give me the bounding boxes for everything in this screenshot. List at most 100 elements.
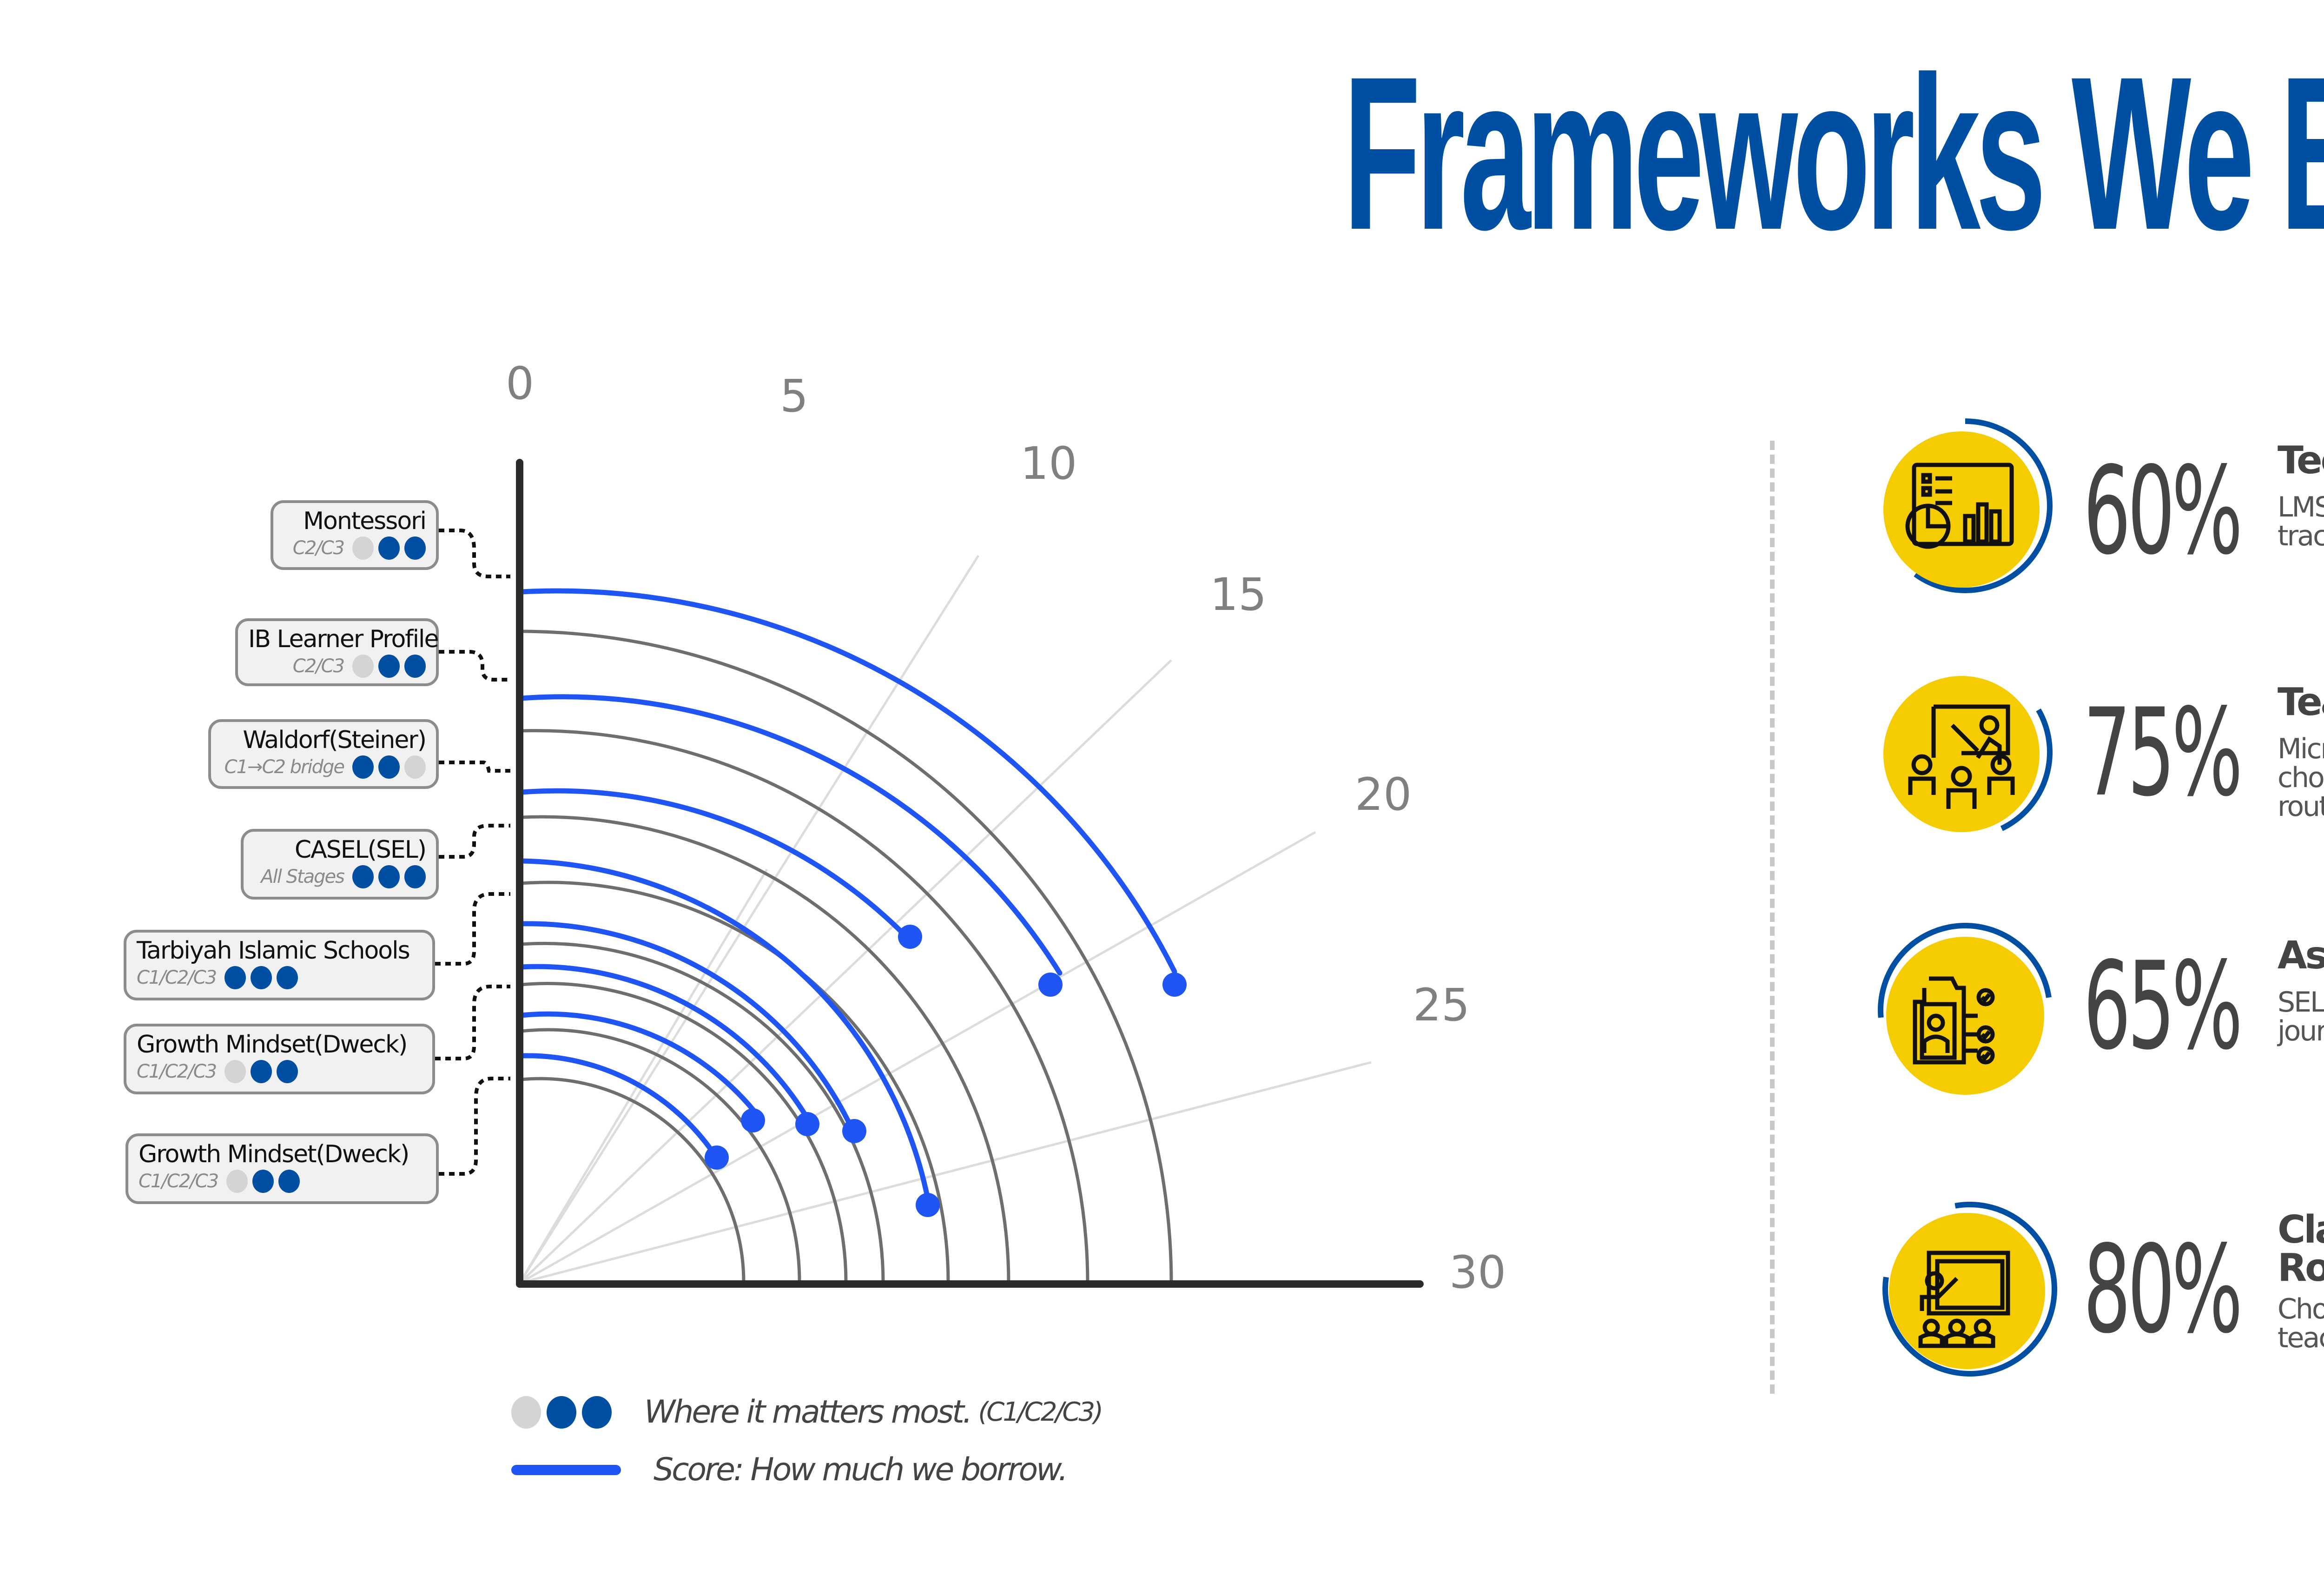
score-arc-montessori[interactable] (519, 588, 1177, 974)
label-growth-mindset-1[interactable]: Growth Mindset(Dweck) C1/C2/C3 (124, 1024, 435, 1094)
card-title: Tech & Dashboards (2278, 438, 2324, 483)
card-desc: Choice, inquiry circles, story-based tea… (2278, 1295, 2324, 1352)
label-waldorf[interactable]: Waldorf(Steiner) C1→C2 bridge (208, 719, 439, 789)
classroom-board-icon (1918, 1251, 2010, 1348)
score-dot-casel[interactable] (916, 1193, 940, 1217)
stage-dot-c1-on (352, 755, 374, 779)
label-tarbiyah[interactable]: Tarbiyah Islamic Schools C1/C2/C3 (124, 930, 435, 1000)
label-stage: C2/C3 (292, 537, 345, 559)
stage-dot-c1-off (226, 1170, 248, 1193)
score-arc-growth-mindset-1[interactable] (519, 964, 809, 1119)
score-dot-ib-learner-profile[interactable] (1038, 973, 1063, 997)
stage-dot-c3-off (404, 755, 426, 779)
label-casel[interactable]: CASEL(SEL) All Stages (241, 829, 439, 900)
page-title: Frameworks We Borrow (1343, 31, 2324, 275)
label-stage: C1/C2/C3 (137, 1061, 217, 1082)
stage-dot-c3-on (404, 865, 426, 888)
stage-dot-c2-on (378, 755, 400, 779)
stage-dot-c1-on (352, 865, 374, 888)
score-arc-waldorf[interactable] (519, 788, 911, 942)
stage-dot-c3-on (404, 536, 426, 560)
legend-dots-label: Where it matters most. (644, 1394, 972, 1430)
tick-20: 20 (1355, 768, 1412, 821)
card-desc-line: teaching, reflective prompts. (2278, 1322, 2324, 1354)
score-dot-montessori[interactable] (1162, 973, 1187, 997)
progress-badge (1878, 923, 2053, 1098)
tick-10: 10 (1020, 437, 1077, 490)
card-title-line: Classroom Methods & (2278, 1208, 2324, 1252)
card-desc: Micro-credentials in Montessori choice, … (2278, 735, 2324, 821)
card-percent: 80% (2083, 1220, 2243, 1360)
stage-dot-c2-on (378, 536, 400, 560)
stage-dot-c1-off (352, 655, 374, 678)
card-desc-line: choice, SEL facilitation, Tarbiyah (2278, 761, 2324, 794)
stat-card-teacher-training: 75% Teacher Training Micro-credentials i… (1859, 665, 2324, 860)
stat-card-assessment-portfolios: 65% Assessment & Portfolios SEL rubrics … (1859, 923, 2324, 1118)
card-percent: 60% (2083, 441, 2243, 582)
label-stage: C1/C2/C3 (137, 967, 217, 988)
score-dot-tarbiyah[interactable] (842, 1119, 866, 1143)
legend-dot-on (582, 1396, 612, 1429)
label-name: Tarbiyah Islamic Schools (137, 937, 410, 965)
label-growth-mindset-2[interactable]: Growth Mindset(Dweck) C1/C2/C3 (125, 1133, 439, 1204)
stage-dot-c1-off (352, 536, 374, 560)
portfolio-checklist-icon (1913, 976, 1995, 1065)
teacher-presentation-icon (1908, 704, 2015, 809)
card-desc-line: Micro-credentials in Montessori (2278, 733, 2324, 765)
stage-dot-c3-on (404, 655, 426, 678)
card-desc-line: Choice, inquiry circles, story-based (2278, 1293, 2324, 1325)
tick-25: 25 (1413, 979, 1470, 1031)
label-name: Montessori (303, 507, 427, 535)
legend-score-line: Score: How much we borrow. (511, 1451, 1068, 1488)
score-dot-waldorf[interactable] (898, 925, 922, 949)
score-arc-casel[interactable] (519, 858, 931, 1201)
legend-dot-on (547, 1396, 576, 1429)
label-ib-learner-profile[interactable]: IB Learner Profile C2/C3 (235, 618, 439, 686)
card-desc-line: trackers, voice-AI practice logs. (2278, 520, 2324, 552)
card-percent: 65% (2083, 936, 2243, 1077)
card-desc: SEL rubrics (CASEL), growth journals, ma… (2278, 988, 2324, 1046)
progress-badge (1882, 1202, 2057, 1377)
label-name: Growth Mindset(Dweck) (139, 1140, 409, 1168)
tick-5: 5 (780, 370, 808, 422)
card-percent: 75% (2083, 683, 2243, 823)
stage-dot-c2-on (252, 1170, 274, 1193)
stage-dot-c3-on (278, 1170, 300, 1193)
card-title: Teacher Training (2278, 680, 2324, 724)
card-desc-line: routines. (2278, 790, 2324, 823)
card-title: Classroom Methods & Routines (2278, 1211, 2324, 1287)
score-endpoints (705, 925, 1187, 1217)
card-desc-line: SEL rubrics (CASEL), growth (2278, 986, 2324, 1019)
tick-15: 15 (1210, 569, 1267, 621)
stage-dot-c2-on (251, 966, 272, 989)
tick-30: 30 (1449, 1246, 1506, 1298)
label-name: Growth Mindset(Dweck) (137, 1031, 408, 1059)
stage-dot-c1-on (224, 966, 246, 989)
score-arc-ib-learner-profile[interactable] (519, 694, 1063, 976)
stage-dot-c3-on (277, 1060, 298, 1083)
axes (516, 459, 1424, 1288)
radial-gridlines (518, 555, 1372, 1284)
label-montessori[interactable]: Montessori C2/C3 (271, 500, 439, 570)
stage-dot-c2-on (378, 865, 400, 888)
score-arc-tarbiyah[interactable] (519, 921, 854, 1131)
card-desc-line: journals, mastery evidence. (2278, 1015, 2324, 1047)
stage-dot-c1-off (224, 1060, 246, 1083)
section-divider (1770, 441, 1775, 1394)
label-name: IB Learner Profile (248, 625, 439, 653)
progress-badge (1878, 418, 2053, 593)
stage-dot-c2-on (251, 1060, 272, 1083)
card-title-line: Routines (2278, 1246, 2324, 1290)
legend-line-label: Score: How much we borrow. (654, 1451, 1068, 1488)
score-dot-growth-mindset-2[interactable] (741, 1108, 765, 1132)
score-arc-growth-mindset-2[interactable] (519, 1011, 756, 1113)
score-arc-extra[interactable] (519, 1053, 720, 1161)
card-desc: LMS check-ins, behavior/value trackers, … (2278, 493, 2324, 550)
card-title: Assessment & Portfolios (2278, 933, 2324, 978)
score-dot-extra[interactable] (705, 1145, 729, 1170)
stat-card-tech-dashboards: 60% Tech & Dashboards LMS check-ins, beh… (1859, 418, 2324, 614)
stage-dot-c2-on (378, 655, 400, 678)
score-dot-growth-mindset-1[interactable] (795, 1112, 819, 1136)
card-desc-line: LMS check-ins, behavior/value (2278, 491, 2324, 523)
